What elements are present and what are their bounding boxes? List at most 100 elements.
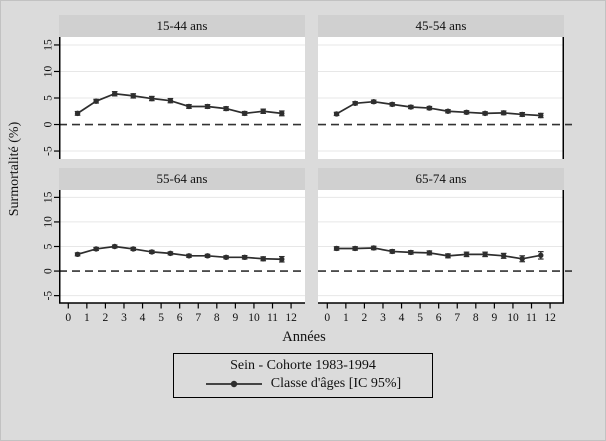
line-circle-marker-icon: [205, 380, 262, 388]
x-tick-label: 7: [454, 312, 460, 324]
x-tick-label: 10: [248, 312, 260, 324]
x-tick-label: 6: [177, 312, 183, 324]
x-tick-label: 0: [324, 312, 330, 324]
data-point: [408, 104, 414, 110]
panel-header-55-64: 55-64 ans: [59, 168, 305, 190]
data-point: [370, 99, 377, 105]
legend-entry-label: Classe d'âges [IC 95%]: [270, 376, 402, 391]
x-tick-label: 8: [473, 312, 479, 324]
legend-title: Sein - Cohorte 1983-1994: [230, 358, 376, 373]
data-point: [167, 250, 174, 257]
x-tick-label: 2: [103, 312, 109, 324]
data-point: [223, 254, 229, 261]
data-point: [482, 110, 488, 117]
data-point: [186, 253, 192, 259]
y-tick-label: 5: [43, 95, 55, 101]
data-point: [279, 256, 285, 262]
x-tick-label: 7: [195, 312, 201, 324]
y-tick-label: 15: [43, 39, 55, 51]
series-line: [77, 92, 282, 115]
panel-header-15-44: 15-44 ans: [59, 15, 305, 37]
data-point: [130, 93, 136, 99]
data-point: [445, 253, 451, 259]
panel-plot-45-54: [318, 37, 572, 159]
x-tick-label: 12: [544, 312, 556, 324]
data-point: [260, 108, 266, 114]
data-point: [500, 110, 507, 116]
data-point: [500, 253, 507, 259]
x-tick-label: 4: [140, 312, 146, 324]
y-tick-label: -5: [43, 291, 55, 301]
data-point: [130, 246, 136, 252]
series-line: [336, 100, 541, 117]
data-point: [426, 250, 433, 256]
x-tick-label: 2: [362, 312, 368, 324]
series-line: [336, 247, 541, 260]
legend-box: Sein - Cohorte 1983-1994 Classe d'âges […: [173, 353, 433, 398]
y-tick-label: -5: [43, 146, 55, 156]
data-point: [149, 95, 155, 102]
data-point: [426, 105, 433, 111]
data-point: [241, 254, 248, 261]
data-point: [519, 256, 525, 262]
panel-plot-65-74: 0 1 2 3 4 5 6 7 8 9 10 11 12: [318, 190, 572, 324]
data-point: [370, 245, 377, 251]
data-point: [204, 103, 211, 110]
y-tick-label: 15: [43, 191, 55, 203]
data-point: [408, 249, 414, 256]
data-point: [482, 251, 488, 258]
x-tick-label: 10: [507, 312, 519, 324]
data-point: [352, 100, 358, 107]
data-point: [352, 245, 358, 252]
data-point: [149, 249, 155, 255]
data-point: [389, 248, 395, 255]
series-line: [77, 245, 282, 261]
data-point: [111, 91, 118, 97]
panel-header-45-54: 45-54 ans: [318, 15, 564, 37]
x-tick-label: 9: [492, 312, 498, 324]
legend-entry: Classe d'âges [IC 95%]: [178, 375, 428, 393]
x-tick-label: 9: [233, 312, 239, 324]
x-tick-label: 1: [84, 312, 90, 324]
data-point: [463, 109, 470, 116]
data-point: [538, 112, 544, 119]
panel-plot-15-44: -5 0 5 10 15: [43, 37, 305, 159]
x-axis-title: Années: [282, 329, 326, 345]
y-tick-label: 0: [43, 268, 55, 274]
data-point: [74, 251, 81, 258]
y-tick-label: 10: [43, 65, 55, 77]
data-point: [223, 105, 229, 112]
y-tick-label: 5: [43, 243, 55, 249]
data-point: [93, 246, 99, 252]
data-point: [204, 253, 211, 259]
x-tick-label: 6: [436, 312, 442, 324]
data-point: [186, 103, 192, 110]
y-tick-label: 0: [43, 121, 55, 127]
x-tick-label: 5: [417, 312, 423, 324]
x-tick-label: 11: [267, 312, 278, 324]
x-tick-label: 3: [121, 312, 127, 324]
data-point: [389, 101, 395, 108]
x-tick-label: 4: [399, 312, 405, 324]
data-point: [519, 111, 525, 118]
data-point: [241, 110, 248, 117]
x-tick-label: 3: [380, 312, 386, 324]
x-tick-label: 1: [343, 312, 349, 324]
data-point: [463, 251, 470, 258]
x-tick-label: 11: [526, 312, 537, 324]
data-point: [333, 245, 340, 252]
data-point: [333, 111, 340, 117]
data-point: [111, 243, 118, 250]
panel-header-65-74: 65-74 ans: [318, 168, 564, 190]
y-tick-label: 10: [43, 216, 55, 228]
x-tick-label: 8: [214, 312, 220, 324]
data-point: [279, 110, 285, 117]
data-point: [167, 97, 174, 104]
data-point: [260, 256, 266, 262]
data-point: [93, 98, 99, 104]
data-point: [445, 108, 451, 114]
data-point: [538, 252, 544, 259]
x-tick-label: 5: [158, 312, 164, 324]
